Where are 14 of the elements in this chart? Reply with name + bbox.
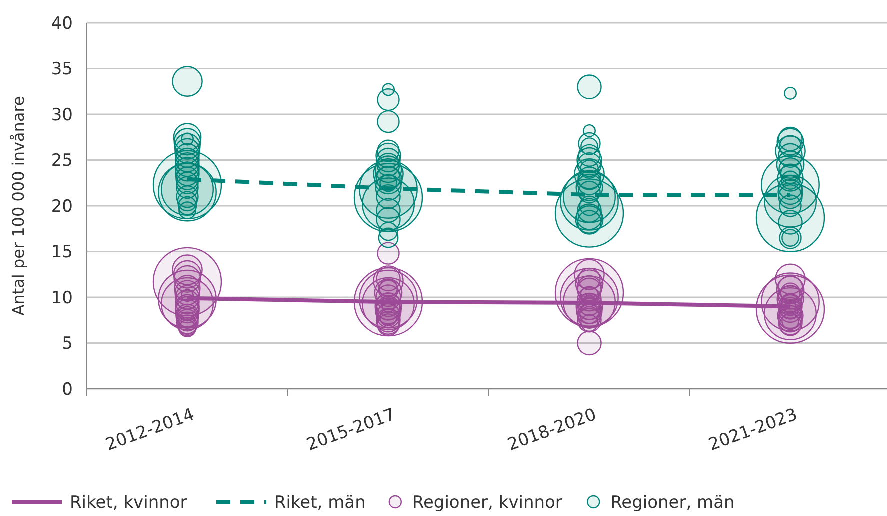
legend-label: Regioner, kvinnor xyxy=(412,492,562,513)
y-tick-label: 30 xyxy=(51,105,73,126)
y-tick-label: 10 xyxy=(51,288,73,308)
y-tick-label: 40 xyxy=(51,14,73,34)
y-axis-title: Antal per 100 000 invånare xyxy=(9,96,28,316)
legend-label: Regioner, män xyxy=(610,492,735,513)
y-tick-label: 0 xyxy=(62,380,73,400)
legend-label: Riket, män xyxy=(274,492,366,513)
y-tick-label: 5 xyxy=(62,334,73,354)
y-tick-label: 35 xyxy=(51,60,73,80)
y-tick-label: 25 xyxy=(51,151,73,172)
y-tick-label: 15 xyxy=(51,242,73,263)
legend-label: Riket, kvinnor xyxy=(70,492,188,513)
y-tick-label: 20 xyxy=(51,196,73,217)
